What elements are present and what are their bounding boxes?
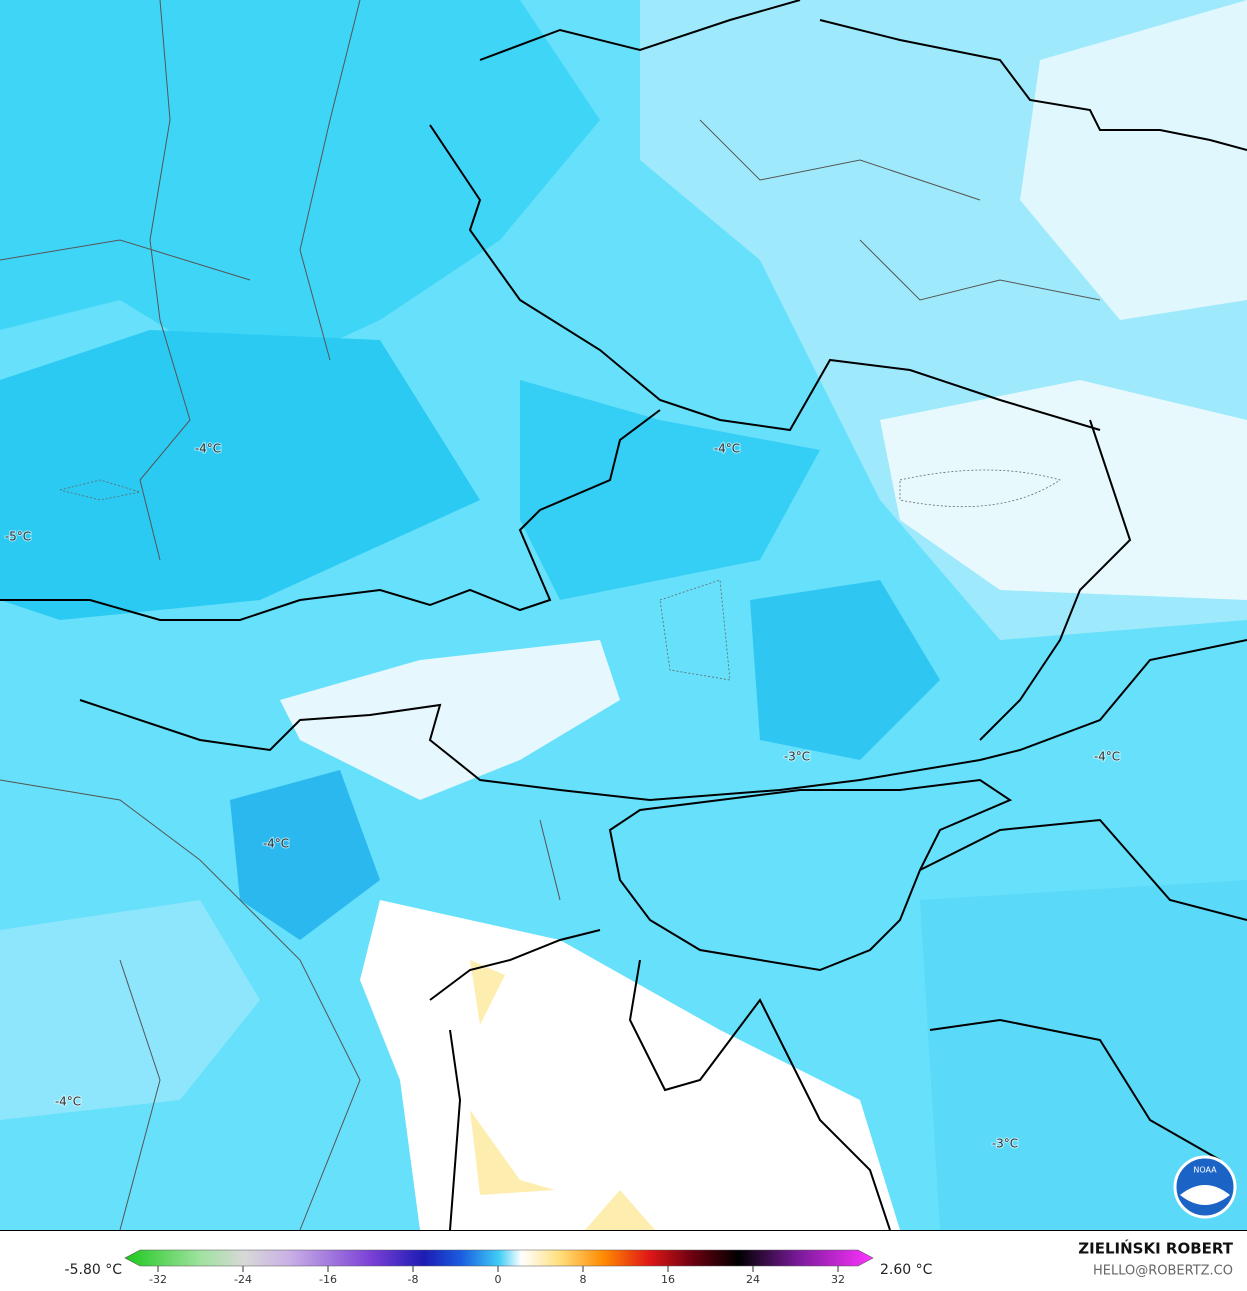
- contour-label: -3°C: [784, 750, 810, 764]
- logo-text: NOAA: [1193, 1166, 1217, 1175]
- field-positive: [470, 960, 505, 1025]
- colorbar-min-label: -5.80 °C: [65, 1262, 123, 1278]
- country-border: [0, 409, 661, 621]
- coastline: [628, 959, 891, 1231]
- field-warm: [280, 640, 620, 800]
- noaa-logo: NOAA: [1173, 1155, 1237, 1219]
- field-cold: [0, 330, 480, 620]
- field-mid: [920, 880, 1247, 1230]
- contour-label: -4°C: [263, 837, 289, 851]
- colorbar-tick-label: 16: [661, 1273, 675, 1286]
- contour-label: -4°C: [55, 1095, 81, 1109]
- colorbar-tick-label: 24: [746, 1273, 760, 1286]
- contour-label: -3°C: [992, 1137, 1018, 1151]
- field-mild: [0, 900, 260, 1120]
- colorbar-tick-label: 32: [831, 1273, 845, 1286]
- map: [0, 0, 1247, 1231]
- contour-line: [899, 469, 1061, 508]
- colorbar-tick-label: -16: [319, 1273, 337, 1286]
- colorbar-tick-label: -24: [234, 1273, 252, 1286]
- region-border: [0, 0, 1101, 1231]
- colorbar-max-label: 2.60 °C: [880, 1262, 933, 1278]
- country-border: [919, 419, 1247, 1161]
- author: ZIELIŃSKI ROBERT: [1078, 1239, 1233, 1258]
- contour-line: [59, 479, 141, 501]
- contact: HELLO@ROBERTZ.CO: [1093, 1264, 1233, 1279]
- contour-labels: -4°C -4°C -5°C -3°C -4°C -4°C -4°C -3°C: [4, 441, 1121, 1152]
- coastline: [429, 929, 601, 1231]
- colorbar-ticks: -32 -24 -16 -8 0 8 16 24 32: [149, 1266, 845, 1286]
- field-positive: [585, 1190, 655, 1230]
- contour-label: -4°C: [1094, 750, 1120, 764]
- field-cold: [750, 580, 940, 760]
- field-cold: [520, 380, 820, 600]
- field-cold: [0, 0, 600, 380]
- colorbar-tick-label: 8: [580, 1273, 587, 1286]
- contour-label: -4°C: [195, 442, 221, 456]
- country-border: [79, 639, 1247, 802]
- colorbar-tick-label: 0: [495, 1273, 502, 1286]
- logo-wave: [1180, 1185, 1230, 1205]
- field-warm: [1020, 0, 1247, 320]
- field-warm: [880, 380, 1247, 600]
- field-positive: [470, 1110, 555, 1195]
- field-cold: [230, 770, 380, 940]
- country-border: [429, 124, 1101, 432]
- country-border: [479, 0, 1247, 151]
- colorbar-tick-label: -8: [408, 1273, 419, 1286]
- contour-label: -5°C: [5, 530, 31, 544]
- contour-label: -4°C: [714, 442, 740, 456]
- colorbar: [124, 1249, 874, 1267]
- contour-line: [659, 579, 731, 681]
- colorbar-tick-label: -32: [149, 1273, 167, 1286]
